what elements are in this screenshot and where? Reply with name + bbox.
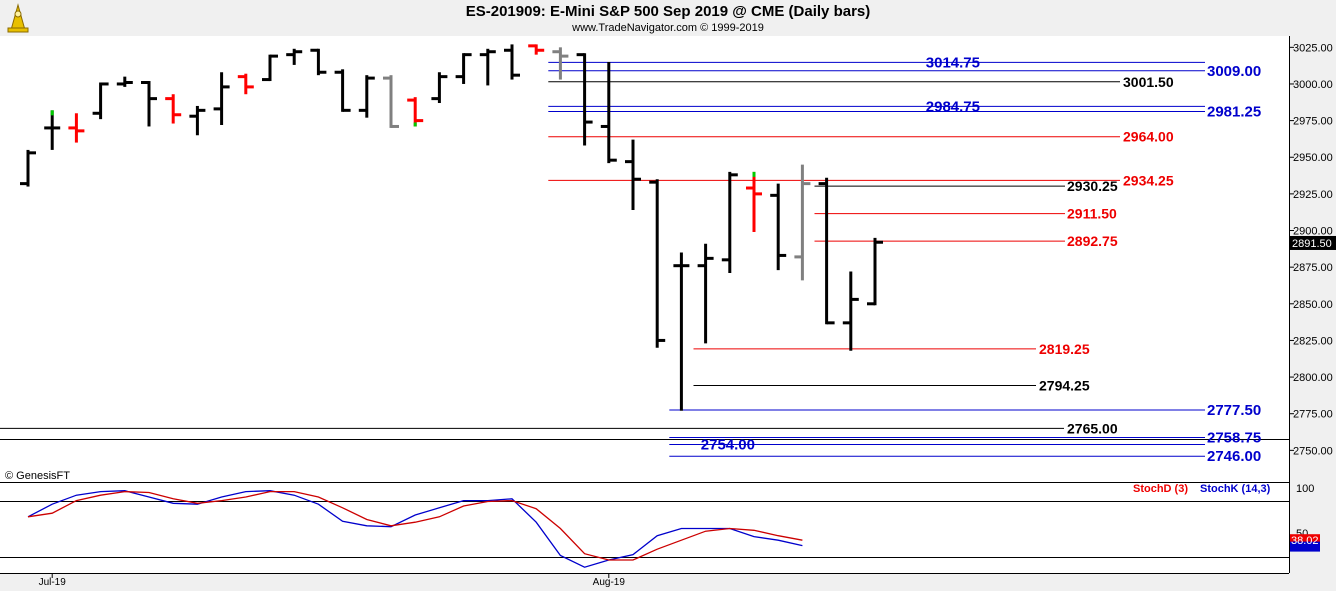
ohlc-bar — [141, 81, 157, 127]
ohlc-bar — [44, 110, 61, 150]
stoch-last-label: 38.02 — [1291, 535, 1319, 547]
level-label: 2892.75 — [1067, 233, 1118, 249]
last-price-box — [1290, 235, 1336, 250]
ohlc-bar — [358, 75, 375, 118]
ohlc-bar — [576, 53, 593, 146]
chart-header: ES-201909: E-Mini S&P 500 Sep 2019 @ CME… — [0, 0, 1336, 36]
ohlc-bar — [68, 113, 85, 143]
ohlc-bar — [334, 69, 351, 112]
level-label: 2981.25 — [1207, 103, 1261, 120]
ohlc-bar — [189, 105, 206, 136]
ohlc-bar — [842, 271, 859, 351]
ohlc-bar — [431, 72, 448, 104]
plot-background — [0, 36, 1289, 573]
price-tick-label: 2875.00 — [1293, 262, 1333, 274]
level-label: 2754.00 — [701, 436, 755, 453]
price-tick-label: 3025.00 — [1293, 42, 1333, 54]
price-tick-label: 2775.00 — [1293, 409, 1333, 421]
legend-stochd: StochD (3) — [1133, 483, 1188, 495]
ohlc-bar — [818, 177, 835, 325]
chart-subtitle: www.TradeNavigator.com © 1999-2019 — [572, 22, 764, 34]
genesis-credit: © GenesisFT — [5, 470, 70, 482]
chart-title: ES-201909: E-Mini S&P 500 Sep 2019 @ CME… — [465, 3, 871, 20]
price-tick-label: 2825.00 — [1293, 335, 1333, 347]
ohlc-bar — [528, 44, 545, 55]
price-tick-label: 2975.00 — [1293, 116, 1333, 128]
ohlc-bar — [92, 82, 109, 120]
ohlc-bar — [625, 139, 641, 210]
price-tick-label: 2850.00 — [1293, 299, 1333, 311]
ohlc-bar — [407, 97, 424, 127]
legend-stochk: StochK (14,3) — [1200, 483, 1271, 495]
price-axis: 3025.00 3000.00 2975.00 2950.00 2925.00 2900.… — [1289, 42, 1336, 457]
date-tick-label: Jul-19 — [39, 577, 67, 588]
ohlc-bar — [600, 61, 617, 164]
ohlc-bar — [262, 54, 278, 82]
ohlc-bar — [504, 44, 520, 80]
level-label: 2794.25 — [1039, 377, 1090, 393]
level-label: 2984.75 — [926, 98, 980, 115]
ohlc-bar — [213, 72, 230, 125]
ohlc-bar — [697, 243, 714, 344]
stoch-series-line — [27, 490, 803, 561]
level-label: 2765.00 — [1067, 420, 1118, 436]
ohlc-bar — [286, 48, 303, 65]
ohlc-bar — [721, 171, 738, 274]
level-label: 2746.00 — [1207, 448, 1261, 465]
stoch-tick-label: 100 — [1296, 483, 1314, 495]
level-label: 2819.25 — [1039, 341, 1090, 357]
last-price-label: 2891.50 — [1292, 238, 1332, 250]
ohlc-bar — [649, 179, 666, 348]
price-tick-label: 2750.00 — [1293, 445, 1333, 457]
ohlc-bar — [455, 53, 472, 84]
ohlc-bar — [20, 149, 36, 187]
level-label: 2777.50 — [1207, 402, 1261, 419]
level-label: 2934.25 — [1123, 172, 1174, 188]
ohlc-bar — [479, 48, 496, 86]
price-tick-label: 2800.00 — [1293, 372, 1333, 384]
ohlc-bar — [867, 237, 883, 306]
trade-navigator-logo-icon — [3, 2, 33, 34]
ohlc-bar — [237, 73, 254, 95]
level-label: 3014.75 — [926, 54, 980, 71]
price-tick-label: 2925.00 — [1293, 189, 1333, 201]
date-axis: Jul-19 Aug-19 — [39, 573, 626, 588]
price-tick-label: 2900.00 — [1293, 226, 1333, 238]
level-label: 2758.75 — [1207, 430, 1261, 447]
price-levels: 3014.75 3009.00 3001.50 2984.75 2981.25 2964.… — [0, 54, 1261, 465]
ohlc-bar — [116, 76, 133, 87]
ohlc-bar — [310, 48, 327, 76]
price-tick-label: 3000.00 — [1293, 79, 1333, 91]
level-label: 2930.25 — [1067, 178, 1118, 194]
ohlc-bar — [383, 75, 399, 128]
ohlc-bar — [165, 94, 182, 124]
ohlc-bar — [746, 171, 762, 232]
stochk-last-box — [1290, 541, 1320, 552]
level-label: 3009.00 — [1207, 63, 1261, 80]
level-label: 2964.00 — [1123, 129, 1174, 145]
price-tick-label: 2950.00 — [1293, 152, 1333, 164]
level-label: 2911.50 — [1067, 206, 1117, 222]
level-label: 3001.50 — [1123, 74, 1174, 90]
ohlc-bar — [552, 47, 569, 80]
price-bars[interactable] — [20, 44, 883, 411]
stoch-series-line — [27, 490, 803, 568]
ohlc-bar — [673, 252, 690, 411]
ohlc-bar — [794, 164, 811, 281]
price-pane — [0, 36, 1290, 574]
ohlc-bar — [770, 183, 787, 271]
date-tick-label: Aug-19 — [593, 577, 626, 588]
